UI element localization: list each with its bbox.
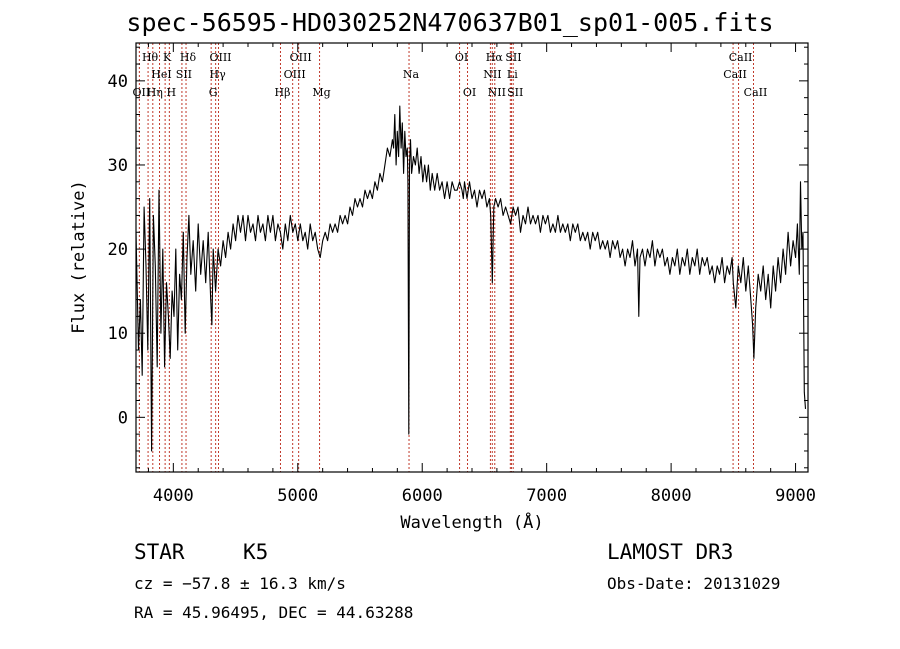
line-label: OIII	[284, 68, 306, 81]
y-axis-label: Flux (relative)	[69, 180, 89, 334]
line-label: SII	[507, 86, 523, 99]
line-label: OI	[455, 51, 468, 64]
x-tick-label: 5000	[277, 486, 318, 506]
line-label: Li	[507, 68, 518, 81]
line-label: Hβ	[275, 86, 291, 99]
line-label: OIII	[290, 51, 312, 64]
line-label: SII	[505, 51, 521, 64]
redshift-velocity: cz = −57.8 ± 16.3 km/s	[134, 574, 346, 593]
object-class: STAR	[134, 540, 185, 564]
chart-title: spec-56595-HD030252N470637B01_sp01-005.f…	[126, 8, 774, 37]
y-tick-label: 0	[118, 408, 128, 428]
x-tick-label: 8000	[651, 486, 692, 506]
spectrum-line	[136, 105, 807, 452]
line-label: NII	[483, 68, 501, 81]
line-label: OI	[463, 86, 476, 99]
observation-date: Obs-Date: 20131029	[607, 574, 781, 593]
line-label: NII	[488, 86, 506, 99]
x-tick-label: 9000	[775, 486, 816, 506]
line-label: CaII	[729, 51, 753, 64]
line-label: OIII	[209, 51, 231, 64]
y-tick-label: 40	[108, 72, 128, 92]
line-label: CaII	[723, 68, 747, 81]
axis-ticks: 4000 5000 6000 7000 8000 9000 0 10 20 30 40	[108, 43, 816, 506]
line-label: H	[167, 86, 177, 99]
line-label: OII	[133, 86, 151, 99]
survey-name: LAMOST DR3	[607, 540, 734, 564]
line-label: Mg	[312, 86, 330, 99]
line-label: K	[163, 51, 172, 64]
x-axis-label: Wavelength (Å)	[400, 511, 543, 533]
line-label: Hδ	[180, 51, 197, 64]
y-tick-label: 20	[108, 240, 128, 260]
ra-dec: RA = 45.96495, DEC = 44.63288	[134, 603, 414, 622]
line-label: G	[209, 86, 218, 99]
line-label: SII	[176, 68, 192, 81]
x-tick-label: 4000	[153, 486, 194, 506]
line-label: CaII	[744, 86, 768, 99]
line-label: Hγ	[210, 68, 227, 81]
line-label: Na	[403, 68, 420, 81]
spectrum-series	[136, 105, 807, 452]
y-tick-label: 30	[108, 156, 128, 176]
line-label: Hη	[147, 86, 163, 99]
line-label: Hθ	[142, 51, 159, 64]
line-markers	[138, 43, 754, 472]
object-subclass: K5	[243, 540, 269, 564]
y-tick-label: 10	[108, 324, 128, 344]
line-label: HeI	[151, 68, 171, 81]
x-tick-label: 7000	[526, 486, 567, 506]
line-label: Hα	[486, 51, 504, 64]
x-tick-label: 6000	[402, 486, 443, 506]
